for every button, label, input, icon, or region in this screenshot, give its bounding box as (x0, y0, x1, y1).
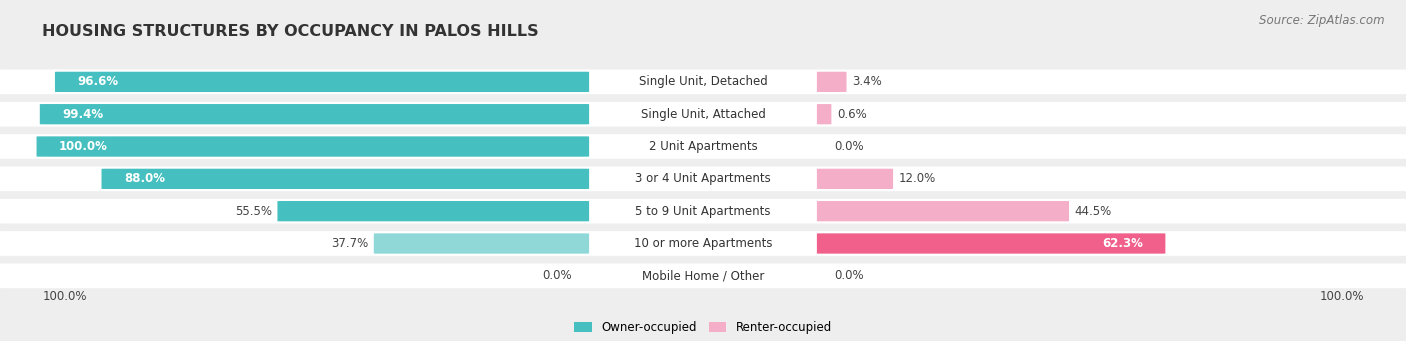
FancyBboxPatch shape (0, 166, 1406, 191)
FancyBboxPatch shape (0, 102, 1406, 127)
FancyBboxPatch shape (39, 104, 589, 124)
FancyBboxPatch shape (374, 233, 589, 254)
Text: 3.4%: 3.4% (852, 75, 882, 88)
FancyBboxPatch shape (277, 201, 589, 221)
FancyBboxPatch shape (817, 72, 846, 92)
Text: 44.5%: 44.5% (1074, 205, 1112, 218)
Text: 3 or 4 Unit Apartments: 3 or 4 Unit Apartments (636, 172, 770, 186)
Text: 99.4%: 99.4% (62, 108, 104, 121)
FancyBboxPatch shape (817, 169, 893, 189)
Text: 0.0%: 0.0% (834, 140, 863, 153)
Text: Single Unit, Detached: Single Unit, Detached (638, 75, 768, 88)
FancyBboxPatch shape (55, 72, 589, 92)
Text: 62.3%: 62.3% (1102, 237, 1143, 250)
Text: 10 or more Apartments: 10 or more Apartments (634, 237, 772, 250)
FancyBboxPatch shape (0, 70, 1406, 94)
Text: 100.0%: 100.0% (1319, 290, 1364, 303)
Text: HOUSING STRUCTURES BY OCCUPANCY IN PALOS HILLS: HOUSING STRUCTURES BY OCCUPANCY IN PALOS… (42, 24, 538, 39)
Text: 0.0%: 0.0% (543, 269, 572, 282)
FancyBboxPatch shape (101, 169, 589, 189)
FancyBboxPatch shape (0, 264, 1406, 288)
Legend: Owner-occupied, Renter-occupied: Owner-occupied, Renter-occupied (574, 321, 832, 334)
FancyBboxPatch shape (0, 134, 1406, 159)
Text: Mobile Home / Other: Mobile Home / Other (641, 269, 765, 282)
Text: 5 to 9 Unit Apartments: 5 to 9 Unit Apartments (636, 205, 770, 218)
FancyBboxPatch shape (817, 104, 831, 124)
FancyBboxPatch shape (37, 136, 589, 157)
Text: 12.0%: 12.0% (898, 172, 936, 186)
Text: 0.0%: 0.0% (834, 269, 863, 282)
Text: 96.6%: 96.6% (77, 75, 118, 88)
Text: 55.5%: 55.5% (235, 205, 271, 218)
FancyBboxPatch shape (817, 201, 1069, 221)
FancyBboxPatch shape (817, 233, 1166, 254)
Text: 88.0%: 88.0% (124, 172, 165, 186)
Text: Source: ZipAtlas.com: Source: ZipAtlas.com (1260, 14, 1385, 27)
Text: 37.7%: 37.7% (330, 237, 368, 250)
FancyBboxPatch shape (0, 199, 1406, 224)
Text: 0.6%: 0.6% (837, 108, 866, 121)
Text: 2 Unit Apartments: 2 Unit Apartments (648, 140, 758, 153)
FancyBboxPatch shape (0, 231, 1406, 256)
Text: 100.0%: 100.0% (42, 290, 87, 303)
Text: 100.0%: 100.0% (59, 140, 108, 153)
Text: Single Unit, Attached: Single Unit, Attached (641, 108, 765, 121)
